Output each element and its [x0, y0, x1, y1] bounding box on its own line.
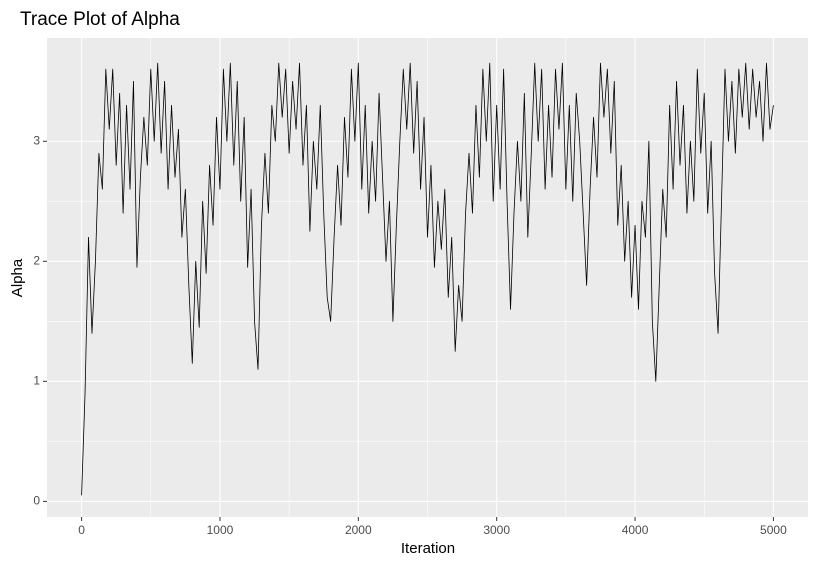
y-tick-label: 3	[33, 133, 40, 147]
x-tick-label: 2000	[345, 523, 372, 537]
x-tick-label: 5000	[760, 523, 787, 537]
x-tick-label: 1000	[207, 523, 234, 537]
y-tick-label: 1	[33, 374, 40, 388]
y-axis-title: Alpha	[9, 258, 26, 297]
x-axis-title: Iteration	[401, 540, 455, 557]
trace-line	[81, 62, 774, 496]
x-tick-label: 4000	[622, 523, 649, 537]
chart-title: Trace Plot of Alpha	[20, 9, 180, 30]
y-tick-label: 0	[33, 494, 40, 508]
x-tick-label: 0	[78, 523, 85, 537]
x-tick-label: 3000	[483, 523, 510, 537]
y-tick-label: 2	[33, 253, 40, 267]
